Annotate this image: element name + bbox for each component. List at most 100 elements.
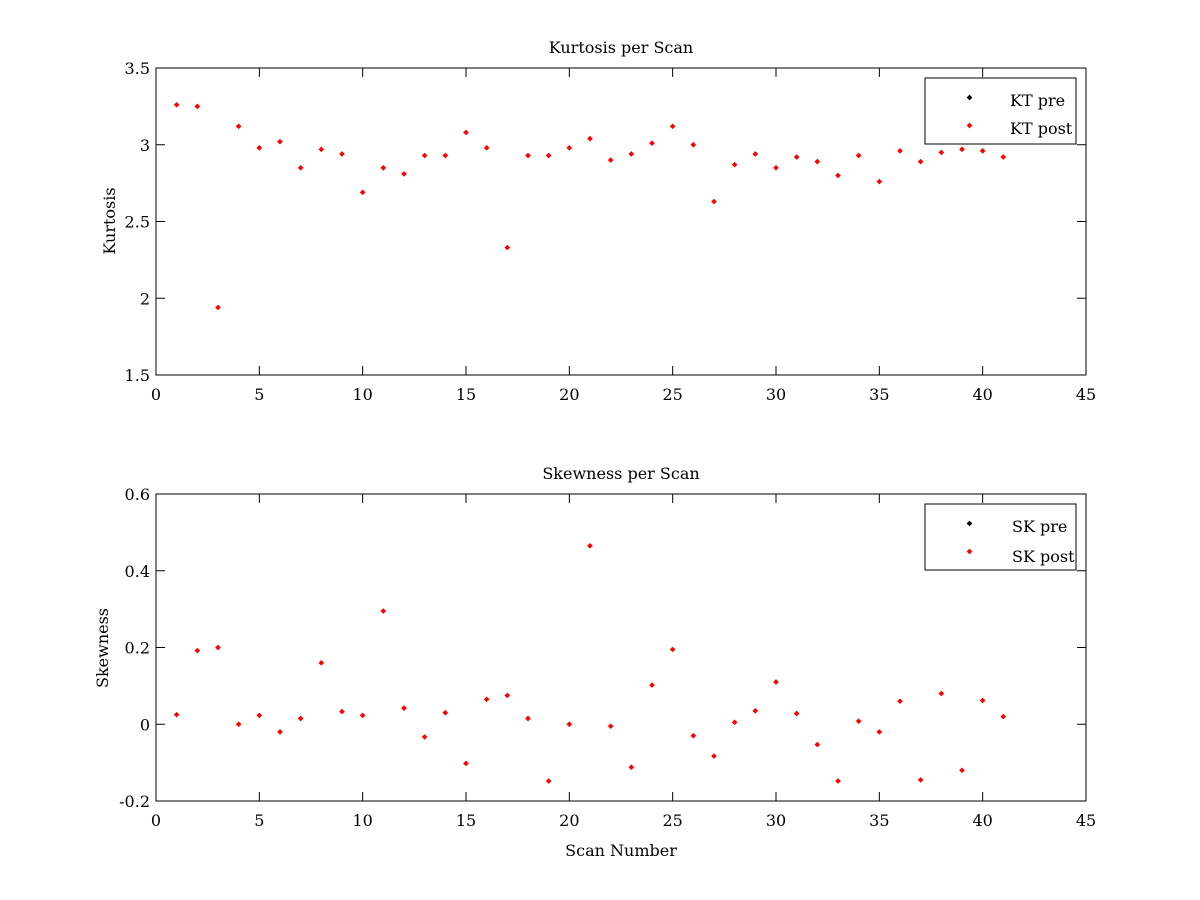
skewness-point xyxy=(380,608,387,614)
legend-label-kt-post: KT post xyxy=(1010,119,1073,138)
skewness-point xyxy=(215,644,221,651)
kurtosis-point xyxy=(339,151,345,157)
skewness-point xyxy=(876,729,883,735)
skewness-point xyxy=(318,660,325,666)
skewness-point xyxy=(256,712,263,719)
kurtosis-legend: KT pre KT post xyxy=(924,77,1077,145)
skewness-x-tick-label: 30 xyxy=(766,811,786,830)
skewness-point xyxy=(669,646,676,653)
skewness-point xyxy=(1000,713,1007,720)
skewness-point xyxy=(525,715,531,722)
kurtosis-point xyxy=(855,152,862,159)
kurtosis-point xyxy=(380,164,387,171)
skewness-x-tick-label: 20 xyxy=(559,811,579,830)
kurtosis-point xyxy=(938,149,945,156)
kurtosis-point xyxy=(483,144,490,151)
skewness-legend-box xyxy=(924,503,1077,571)
skewness-x-tick-label: 10 xyxy=(352,811,372,830)
skewness-point xyxy=(421,734,428,740)
kurtosis-y-tick-label: 3.5 xyxy=(125,59,150,78)
skewness-point xyxy=(773,679,779,685)
kurtosis-point xyxy=(1000,154,1007,160)
legend-marker-sk-pre xyxy=(966,520,973,527)
kurtosis-point xyxy=(525,152,531,159)
kurtosis-point xyxy=(215,304,221,311)
kurtosis-x-tick-label: 30 xyxy=(766,385,786,404)
kurtosis-x-tick-label: 45 xyxy=(1076,385,1096,404)
skewness-point xyxy=(235,721,242,728)
kurtosis-x-tick-label: 40 xyxy=(972,385,992,404)
skewness-point xyxy=(483,696,490,703)
kurtosis-point xyxy=(421,152,428,159)
kurtosis-x-tick-label: 15 xyxy=(456,385,476,404)
skewness-x-tick-label: 25 xyxy=(662,811,682,830)
kurtosis-point xyxy=(256,144,263,151)
kurtosis-point xyxy=(401,171,407,177)
skewness-point xyxy=(463,760,469,767)
skewness-legend: SK pre SK post xyxy=(924,503,1077,571)
kurtosis-point xyxy=(897,148,903,154)
skewness-point xyxy=(607,723,614,729)
legend-label-sk-post: SK post xyxy=(1012,547,1075,566)
kurtosis-point xyxy=(711,198,717,205)
kurtosis-legend-box xyxy=(924,77,1077,145)
skewness-point xyxy=(938,690,945,697)
kurtosis-x-tick-label: 10 xyxy=(352,385,372,404)
kurtosis-y-tick-label: 1.5 xyxy=(125,366,150,385)
kurtosis-point xyxy=(917,158,924,165)
skewness-point xyxy=(359,712,366,719)
skewness-point xyxy=(587,542,593,549)
legend-marker-kt-post xyxy=(966,122,973,129)
skewness-point xyxy=(649,682,655,688)
kurtosis-y-axis-label: Kurtosis xyxy=(100,187,119,254)
kurtosis-point xyxy=(628,151,635,157)
skewness-y-tick-label: 0.4 xyxy=(125,562,150,581)
skewness-point xyxy=(173,711,180,718)
skewness-x-axis-label: Scan Number xyxy=(565,841,677,860)
kurtosis-point xyxy=(793,154,800,160)
legend-label-kt-pre: KT pre xyxy=(1010,91,1065,110)
skewness-point xyxy=(566,721,573,728)
kurtosis-point xyxy=(318,146,325,153)
kurtosis-point xyxy=(442,152,449,159)
skewness-point xyxy=(339,708,345,715)
skewness-point xyxy=(690,732,697,739)
kurtosis-y-tick-label: 2 xyxy=(140,289,150,308)
skewness-point xyxy=(297,715,304,722)
kurtosis-y-tick-label: 3 xyxy=(140,136,150,155)
skewness-point xyxy=(855,718,862,725)
kurtosis-chart-title: Kurtosis per Scan xyxy=(549,38,693,57)
skewness-point xyxy=(711,753,717,759)
kurtosis-x-tick-label: 20 xyxy=(559,385,579,404)
kurtosis-point xyxy=(649,140,655,147)
skewness-y-axis-label: Skewness xyxy=(93,608,112,688)
kurtosis-point xyxy=(959,146,965,153)
skewness-point xyxy=(628,764,635,771)
skewness-y-tick-label: 0.2 xyxy=(125,639,150,658)
legend-marker-sk-post xyxy=(966,548,973,555)
kurtosis-x-tick-label: 5 xyxy=(254,385,264,404)
skewness-x-tick-label: 5 xyxy=(254,811,264,830)
skewness-y-tick-label: 0.6 xyxy=(125,485,150,504)
skewness-y-tick-label: 0 xyxy=(140,715,150,734)
skewness-point xyxy=(401,705,407,711)
skewness-point xyxy=(731,719,738,726)
kurtosis-point xyxy=(835,172,841,179)
kurtosis-x-tick-label: 25 xyxy=(662,385,682,404)
kurtosis-point xyxy=(359,189,366,196)
kurtosis-point xyxy=(979,148,986,154)
kurtosis-point xyxy=(463,129,469,136)
kurtosis-point xyxy=(731,161,738,168)
skewness-x-tick-label: 15 xyxy=(456,811,476,830)
skewness-point xyxy=(917,777,924,783)
skewness-point xyxy=(979,697,986,704)
skewness-x-tick-label: 40 xyxy=(972,811,992,830)
kurtosis-ticks: 0 5 10 15 20 25 30 35 40 45 1.5 2 2.5 3 3.5 xyxy=(125,59,1097,404)
skewness-point xyxy=(504,692,511,699)
kurtosis-point xyxy=(876,178,883,185)
kurtosis-point xyxy=(607,157,614,163)
legend-label-sk-pre: SK pre xyxy=(1012,517,1067,536)
kurtosis-point xyxy=(545,152,552,159)
kurtosis-point xyxy=(752,151,759,157)
